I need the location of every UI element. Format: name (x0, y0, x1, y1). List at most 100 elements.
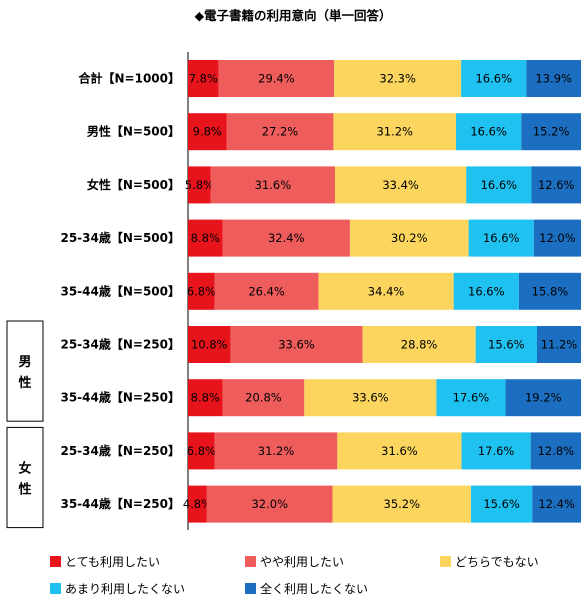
bar-segment (222, 379, 305, 417)
data-label: 15.6% (488, 338, 525, 352)
category-label: 25-34歳【N=500】 (60, 230, 180, 245)
data-label: 33.6% (278, 338, 315, 352)
bar-segment (188, 219, 223, 257)
data-label: 34.4% (368, 284, 405, 298)
data-label: 6.8% (187, 444, 216, 458)
bar-segment (334, 60, 462, 97)
bar-segment (468, 219, 534, 257)
group-label: 女性 (18, 461, 31, 498)
bar-rows: 合計【N=1000】 7.8% 29.4% 32.3% 16.6% 13.9% 男性【N=5… (60, 60, 581, 523)
data-label: 15.8% (532, 284, 569, 298)
data-label: 12.6% (538, 178, 575, 192)
group-box-frame (6, 320, 44, 422)
bar-segment (188, 113, 227, 151)
bar-segment (230, 326, 363, 363)
bar-segment (188, 326, 231, 363)
bar-segment (214, 432, 338, 470)
bar-segment (206, 485, 333, 523)
data-label: 35.2% (384, 497, 421, 511)
data-label: 17.6% (453, 391, 490, 405)
bar-segment (188, 485, 207, 523)
category-label: 合計【N=1000】 (79, 71, 181, 86)
data-label: 7.8% (189, 72, 218, 86)
legend-swatch (245, 583, 256, 594)
data-label: 13.9% (535, 72, 572, 86)
bar-segment (188, 379, 223, 417)
bar-segment (518, 272, 581, 310)
group-box: 男性 (6, 320, 44, 422)
data-label: 16.6% (470, 125, 507, 139)
bar-segment (521, 113, 581, 151)
data-label: 6.8% (187, 284, 216, 298)
data-label: 8.8% (191, 391, 220, 405)
bar-segment (210, 166, 335, 204)
bar-segment (222, 219, 350, 257)
data-label: 16.6% (468, 284, 505, 298)
data-label: 31.2% (376, 125, 413, 139)
bar-segment (332, 485, 471, 523)
bar-segment (304, 379, 437, 417)
data-label: 29.4% (258, 72, 295, 86)
legend-item: とても利用したい (50, 555, 160, 569)
bar-segment (226, 113, 334, 151)
chart-title: ◆電子書籍の利用意向（単一回答） (194, 8, 391, 23)
bar-segment (533, 219, 581, 257)
data-label: 33.4% (382, 178, 419, 192)
data-label: 32.3% (379, 72, 416, 86)
bar-row: 25-34歳【N=500】 8.8% 32.4% 30.2% 16.6% 12.0% (60, 219, 581, 257)
bar-segment (333, 113, 457, 151)
bar-segment (536, 326, 581, 363)
data-label: 27.2% (262, 125, 299, 139)
data-label: 31.6% (381, 444, 418, 458)
data-label: 12.4% (538, 497, 575, 511)
bar-segment (214, 272, 319, 310)
category-label: 25-34歳【N=250】 (60, 337, 180, 352)
category-label: 35-44歳【N=250】 (60, 496, 180, 511)
data-label: 19.2% (525, 391, 562, 405)
bar-segment (530, 432, 581, 470)
data-label: 17.6% (478, 444, 515, 458)
data-label: 4.8% (183, 497, 212, 511)
legend-swatch (245, 556, 256, 567)
category-label: 35-44歳【N=250】 (60, 390, 180, 405)
bar-row: 35-44歳【N=500】 6.8% 26.4% 34.4% 16.6% 15.8% (60, 272, 581, 310)
legend-label: 全く利用したくない (260, 581, 368, 596)
data-label: 16.6% (483, 231, 520, 245)
group-label: 男性 (18, 355, 31, 391)
legend-label: やや利用したい (260, 555, 344, 569)
data-label: 5.8% (185, 178, 214, 192)
legend-item: やや利用したい (245, 555, 344, 569)
bar-segment (461, 60, 527, 97)
legend-swatch (50, 583, 61, 594)
bar-segment (505, 379, 581, 417)
data-label: 30.2% (391, 231, 428, 245)
bar-row: 35-44歳【N=250】 8.8% 20.8% 33.6% 17.6% 19.2% (60, 379, 581, 417)
bar-segment (337, 432, 462, 470)
bar-segment (466, 166, 532, 204)
data-label: 15.6% (483, 497, 520, 511)
bar-segment (188, 432, 215, 470)
data-label: 12.0% (539, 231, 576, 245)
bar-segment (461, 432, 531, 470)
bar-segment (470, 485, 533, 523)
data-label: 16.6% (475, 72, 512, 86)
bar-segment (218, 60, 335, 97)
bar-row: 女性【N=500】 5.8% 31.6% 33.4% 16.6% 12.6% (87, 166, 581, 204)
bar-row: 合計【N=1000】 7.8% 29.4% 32.3% 16.6% 13.9% (79, 60, 581, 97)
bar-segment (531, 166, 581, 204)
data-label: 31.2% (258, 444, 295, 458)
bar-segment (475, 326, 537, 363)
category-label: 35-44歳【N=500】 (60, 283, 180, 298)
data-label: 12.8% (538, 444, 575, 458)
bar-segment (436, 379, 506, 417)
bar-segment (362, 326, 476, 363)
bar-segment (526, 60, 581, 97)
legend-swatch (50, 556, 61, 567)
bar-segment (453, 272, 519, 310)
legend-item: どちらでもない (440, 555, 539, 569)
data-label: 15.2% (533, 125, 570, 139)
legend-swatch (440, 556, 451, 567)
